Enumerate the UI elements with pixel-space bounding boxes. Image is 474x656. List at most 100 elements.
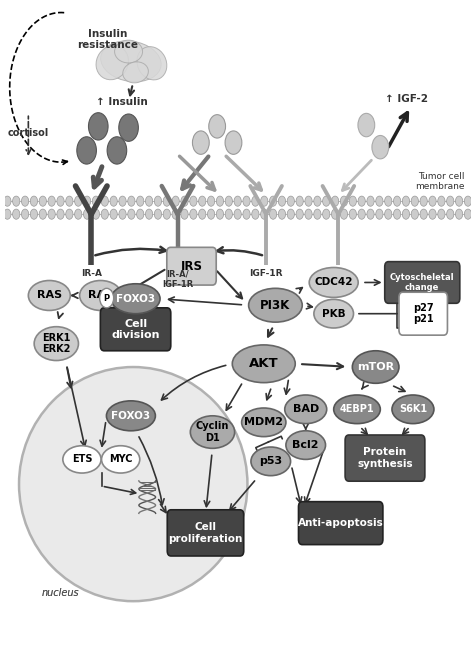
Ellipse shape	[286, 431, 326, 459]
Circle shape	[465, 196, 472, 206]
Ellipse shape	[111, 284, 160, 314]
Text: PI3K: PI3K	[260, 298, 291, 312]
Ellipse shape	[115, 40, 143, 63]
Circle shape	[208, 209, 215, 219]
Circle shape	[358, 113, 375, 136]
Circle shape	[128, 209, 135, 219]
Text: nucleus: nucleus	[41, 588, 79, 598]
Text: Bcl2: Bcl2	[292, 440, 319, 450]
Text: nucleus: nucleus	[41, 588, 79, 598]
Circle shape	[331, 196, 339, 206]
Circle shape	[101, 209, 109, 219]
Text: p53: p53	[259, 457, 283, 466]
Circle shape	[438, 209, 445, 219]
Circle shape	[92, 209, 100, 219]
Circle shape	[384, 209, 392, 219]
Circle shape	[155, 196, 162, 206]
Circle shape	[393, 196, 401, 206]
Ellipse shape	[123, 62, 148, 83]
Text: Cytoscheletal
change: Cytoscheletal change	[390, 273, 455, 292]
Circle shape	[163, 196, 171, 206]
Text: FOXO3: FOXO3	[116, 294, 155, 304]
Circle shape	[66, 209, 73, 219]
Ellipse shape	[392, 395, 434, 424]
Text: Insulin
resistance: Insulin resistance	[77, 29, 138, 51]
FancyBboxPatch shape	[385, 262, 460, 303]
Circle shape	[287, 209, 294, 219]
Circle shape	[323, 209, 330, 219]
Circle shape	[420, 209, 427, 219]
Text: MYC: MYC	[109, 455, 132, 464]
Ellipse shape	[309, 268, 358, 297]
Text: cortisol: cortisol	[8, 128, 49, 138]
Circle shape	[269, 196, 277, 206]
Circle shape	[393, 209, 401, 219]
Circle shape	[209, 115, 226, 138]
Text: ERK1
ERK2: ERK1 ERK2	[42, 333, 71, 354]
Circle shape	[367, 196, 374, 206]
Circle shape	[110, 196, 117, 206]
Circle shape	[305, 196, 312, 206]
Circle shape	[456, 209, 463, 219]
Circle shape	[119, 209, 126, 219]
Circle shape	[314, 196, 321, 206]
Circle shape	[119, 114, 138, 141]
Text: IRS: IRS	[181, 260, 202, 273]
Circle shape	[66, 196, 73, 206]
Circle shape	[21, 196, 29, 206]
Circle shape	[402, 209, 410, 219]
Circle shape	[57, 209, 64, 219]
Text: 4EBP1: 4EBP1	[340, 404, 374, 415]
Circle shape	[172, 196, 179, 206]
Circle shape	[13, 209, 20, 219]
Circle shape	[278, 196, 286, 206]
Text: AKT: AKT	[249, 358, 279, 370]
Text: Tumor cell
membrane: Tumor cell membrane	[415, 172, 464, 192]
Ellipse shape	[352, 351, 399, 383]
Text: BAD: BAD	[292, 404, 319, 415]
Circle shape	[57, 196, 64, 206]
FancyBboxPatch shape	[399, 292, 447, 335]
Circle shape	[146, 196, 153, 206]
Circle shape	[305, 209, 312, 219]
Circle shape	[456, 196, 463, 206]
Text: Cell
division: Cell division	[111, 319, 160, 340]
Ellipse shape	[251, 447, 291, 476]
Text: ↑ IGF-2: ↑ IGF-2	[385, 94, 428, 104]
Circle shape	[411, 209, 419, 219]
Circle shape	[225, 196, 232, 206]
Circle shape	[181, 209, 188, 219]
Circle shape	[21, 209, 29, 219]
Circle shape	[89, 113, 108, 140]
Circle shape	[225, 131, 242, 154]
Circle shape	[4, 196, 11, 206]
Circle shape	[296, 196, 303, 206]
Ellipse shape	[96, 45, 128, 80]
Circle shape	[349, 209, 356, 219]
Text: IR-A: IR-A	[81, 270, 102, 278]
Circle shape	[74, 196, 82, 206]
Ellipse shape	[232, 345, 295, 382]
Text: Cyclin
D1: Cyclin D1	[196, 421, 229, 443]
Circle shape	[261, 209, 268, 219]
Circle shape	[30, 196, 37, 206]
Ellipse shape	[28, 281, 70, 310]
FancyBboxPatch shape	[345, 435, 425, 482]
Circle shape	[110, 209, 117, 219]
Circle shape	[39, 209, 46, 219]
Ellipse shape	[80, 281, 122, 310]
Circle shape	[287, 196, 294, 206]
Circle shape	[137, 196, 144, 206]
Ellipse shape	[191, 416, 235, 448]
Circle shape	[243, 209, 250, 219]
Text: MDM2: MDM2	[244, 417, 283, 427]
Circle shape	[278, 209, 286, 219]
Circle shape	[384, 196, 392, 206]
Ellipse shape	[334, 395, 380, 424]
Circle shape	[190, 209, 197, 219]
Circle shape	[48, 209, 55, 219]
Circle shape	[261, 196, 268, 206]
Text: Protein
synthesis: Protein synthesis	[357, 447, 413, 469]
Circle shape	[447, 196, 454, 206]
Circle shape	[372, 136, 389, 159]
